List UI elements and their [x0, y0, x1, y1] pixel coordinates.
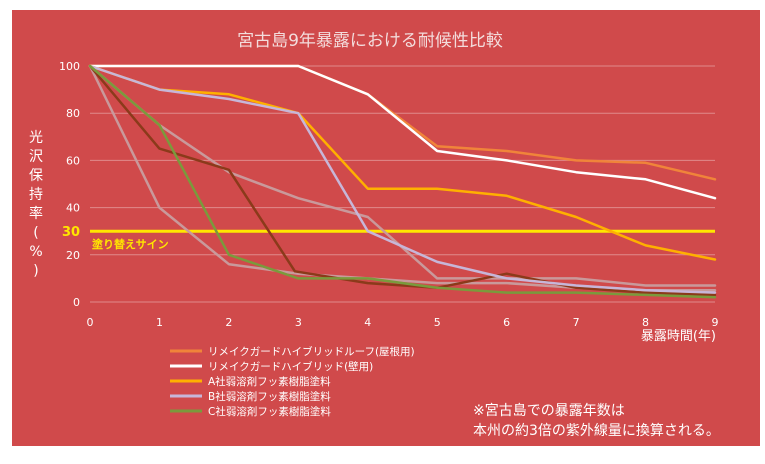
x-axis-label: 暴露時間(年): [641, 329, 716, 344]
y-axis-label-char: 持: [29, 187, 43, 203]
y-axis-label-char: ): [33, 263, 38, 279]
series-line-6: [88, 64, 717, 292]
chart-title: 宮古島9年暴露における耐候性比較: [237, 31, 503, 51]
x-tick-label-6: 6: [503, 316, 510, 329]
note-line-1: 本州の約3倍の紫外線量に換算される。: [473, 423, 720, 439]
y-tick-label-2: 40: [66, 202, 80, 215]
y-tick-label-4: 80: [66, 107, 80, 120]
x-tick-label-7: 7: [573, 316, 580, 329]
x-tick-label-8: 8: [642, 316, 649, 329]
legend-label-1: リメイクガードハイブリッド(壁用): [208, 360, 373, 373]
x-tick-label-4: 4: [364, 316, 371, 329]
legend-label-4: C社弱溶剤フッ素樹脂塗料: [208, 405, 331, 418]
note-line-0: ※宮古島での暴露年数は: [473, 403, 625, 419]
series-line-7: [88, 64, 717, 297]
y-tick-label-3: 60: [66, 154, 80, 167]
threshold-label: 塗り替えサイン: [92, 237, 169, 251]
y-axis-label-char: 光: [29, 130, 43, 146]
x-tick-label-1: 1: [156, 316, 163, 329]
chart-panel: 宮古島9年暴露における耐候性比較 30 塗り替えサイン 0 1 2 3 4 5 6 7 8 9 0 2…: [12, 10, 760, 446]
x-tick-label-9: 9: [712, 316, 719, 329]
legend-label-3: B社弱溶剤フッ素樹脂塗料: [208, 390, 331, 403]
gloss-retention-chart: 宮古島9年暴露における耐候性比較 30 塗り替えサイン 0 1 2 3 4 5 6 7 8 9 0 2…: [29, 31, 720, 439]
x-tick-label-3: 3: [295, 316, 302, 329]
threshold-value-label: 30: [62, 225, 80, 240]
legend-label-2: A社弱溶剤フッ素樹脂塗料: [208, 375, 331, 388]
y-axis-label-char: %: [29, 244, 42, 260]
y-axis-label-char: (: [33, 225, 38, 241]
series-line-3: [88, 64, 717, 294]
x-tick-label-5: 5: [434, 316, 441, 329]
series-line-4: [88, 64, 717, 299]
x-tick-label-2: 2: [225, 316, 232, 329]
series-line-2: [88, 64, 717, 261]
x-tick-label-0: 0: [87, 316, 94, 329]
y-axis-label: 光沢保持率 (%): [29, 130, 43, 279]
y-tick-label-5: 100: [59, 60, 80, 73]
legend-label-0: リメイクガードハイブリッドルーフ(屋根用): [208, 345, 415, 358]
y-axis-label-char: 率: [29, 205, 43, 222]
y-axis-label-char: 保: [29, 168, 43, 184]
y-axis-label-char: 沢: [29, 149, 43, 165]
series-line-1: [88, 64, 717, 200]
y-tick-label-1: 20: [66, 249, 80, 262]
y-tick-label-0: 0: [73, 296, 80, 309]
